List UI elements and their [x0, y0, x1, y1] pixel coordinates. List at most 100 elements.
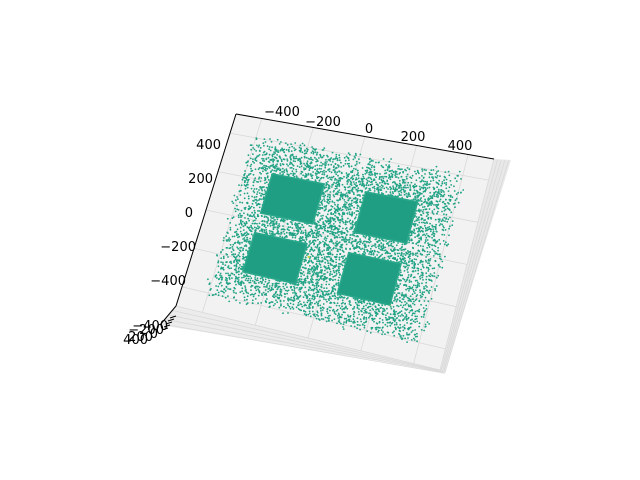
scatter-point	[344, 228, 347, 230]
scatter-point	[407, 192, 410, 194]
scatter-point	[352, 231, 354, 233]
scatter-point	[347, 190, 350, 192]
scatter-point	[366, 179, 369, 182]
scatter-point	[263, 164, 265, 167]
scatter-point	[331, 290, 333, 293]
scatter-point	[363, 177, 366, 180]
scatter-point	[338, 321, 341, 324]
scatter-point	[432, 179, 435, 182]
scatter-point	[299, 290, 302, 293]
scatter-point	[423, 168, 426, 171]
scatter-point	[350, 320, 352, 323]
scatter-point	[264, 153, 266, 156]
scatter-point	[334, 162, 337, 165]
scatter-point	[425, 304, 428, 307]
scatter-point	[440, 189, 443, 191]
scatter-point	[329, 259, 332, 262]
scatter-point	[311, 146, 313, 148]
scatter-point	[405, 195, 408, 198]
scatter-point	[350, 204, 353, 207]
scatter-point	[430, 286, 433, 288]
scatter-point	[431, 173, 433, 176]
scatter-point	[345, 306, 347, 309]
scatter-point	[326, 247, 328, 250]
scatter-point	[330, 176, 333, 179]
scatter-point	[280, 148, 282, 151]
scatter-point	[406, 328, 409, 330]
scatter-point	[300, 172, 302, 175]
scatter-point	[231, 246, 234, 248]
scatter-point	[322, 223, 325, 226]
scatter-point	[249, 214, 252, 217]
scatter-point	[412, 284, 415, 287]
scatter-point	[394, 195, 397, 198]
scatter-point	[325, 287, 328, 289]
scatter-point	[276, 151, 279, 153]
scatter-point	[412, 193, 415, 196]
scatter-point	[328, 320, 330, 322]
scatter-point	[352, 158, 355, 161]
scatter-point	[225, 235, 228, 238]
scatter-point	[225, 272, 227, 275]
scatter-point	[305, 165, 308, 168]
scatter-point	[435, 223, 437, 226]
scatter-point	[258, 154, 261, 156]
scatter-point	[385, 191, 388, 193]
scatter-point	[351, 225, 354, 228]
scatter-point	[308, 264, 311, 267]
scatter-point	[434, 245, 437, 248]
scatter-point	[228, 267, 231, 270]
scatter-point	[422, 206, 424, 209]
scatter-point	[341, 264, 344, 267]
scatter-point	[276, 167, 278, 170]
scatter-point	[289, 226, 292, 229]
scatter-point	[388, 164, 390, 167]
scatter-point	[375, 176, 377, 179]
scatter-point	[318, 224, 321, 227]
scatter-point	[393, 330, 395, 333]
scatter-point	[272, 296, 275, 298]
scatter-point	[385, 164, 388, 166]
scatter-point	[364, 173, 367, 175]
scatter-point	[226, 231, 229, 234]
scatter-point	[371, 186, 374, 189]
scatter-point	[281, 236, 284, 239]
scatter-point	[348, 162, 350, 165]
scatter-point	[400, 191, 403, 194]
scatter-point	[261, 223, 264, 226]
scatter-point	[308, 270, 311, 273]
scatter-point	[275, 169, 277, 172]
scatter-point	[330, 228, 333, 231]
scatter-point	[248, 173, 251, 176]
scatter-point	[443, 179, 445, 182]
scatter-point	[343, 255, 346, 257]
scatter-point	[336, 157, 339, 160]
scatter-point	[308, 166, 311, 168]
scatter-point	[316, 151, 319, 154]
scatter-point	[419, 180, 422, 183]
scatter-point	[445, 182, 448, 184]
scatter-point	[440, 184, 443, 187]
scatter-point	[431, 236, 433, 239]
scatter-point	[421, 291, 424, 294]
scatter-point	[295, 298, 298, 300]
scatter-point	[254, 157, 257, 160]
scatter-point	[391, 181, 394, 184]
scatter-point	[409, 255, 411, 257]
scatter-point	[415, 216, 418, 218]
scatter-point	[382, 158, 385, 160]
scatter-point	[424, 259, 427, 262]
scatter-point	[403, 265, 405, 268]
scatter-point	[393, 292, 396, 294]
scatter-point	[303, 309, 305, 312]
scatter-point	[322, 195, 324, 198]
scatter-point	[319, 234, 322, 236]
scatter-point	[285, 282, 288, 285]
scatter-point	[315, 236, 318, 239]
scatter-point	[358, 158, 360, 161]
scatter-point	[253, 200, 255, 202]
scatter-point	[239, 219, 242, 222]
scatter-point	[246, 178, 248, 181]
scatter-point	[396, 188, 399, 191]
scatter-point	[313, 231, 316, 234]
